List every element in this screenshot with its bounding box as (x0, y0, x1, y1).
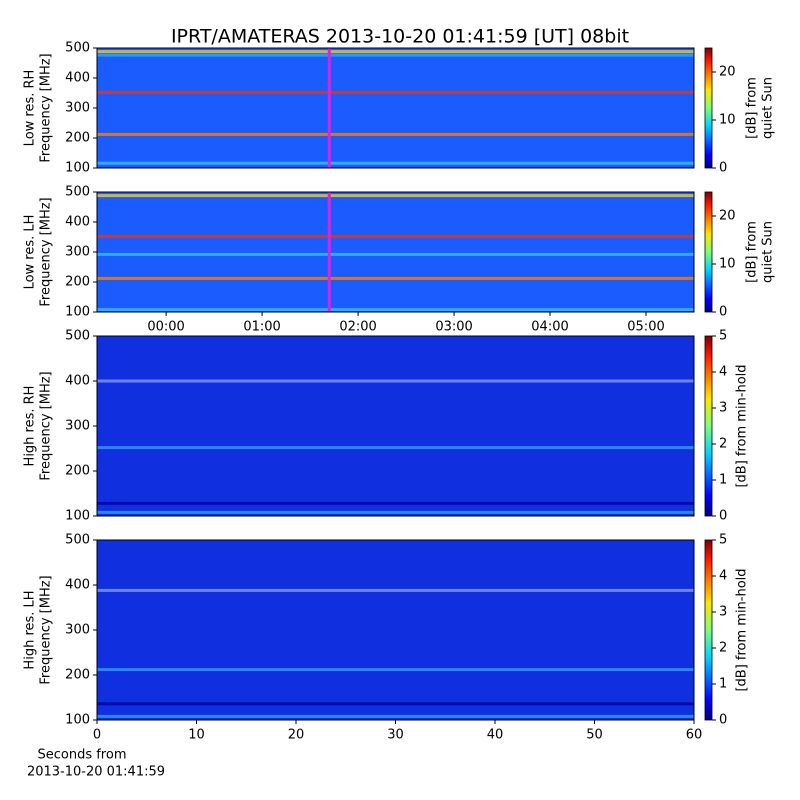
y-axis-label: Frequency [MHz] (39, 575, 54, 684)
x-tick-label: 40 (487, 728, 504, 743)
colorbar-tick-label: 2 (719, 641, 727, 656)
colorbar (704, 539, 713, 721)
y-tick-label: 100 (65, 161, 90, 176)
y-axis-label: Frequency [MHz] (39, 197, 54, 306)
spectrogram-band (97, 446, 694, 450)
y-tick-label: 500 (65, 41, 90, 56)
y-tick-label: 100 (65, 713, 90, 728)
x-tick-label: 01:00 (243, 320, 280, 335)
y-tick-label: 400 (65, 71, 90, 86)
colorbar-label: quiet Sun (761, 221, 776, 283)
y-axis-label: High res. LH (23, 590, 38, 669)
y-tick-label: 300 (65, 245, 90, 260)
y-tick-label: 500 (65, 185, 90, 200)
colorbar-tick-label: 0 (719, 509, 727, 524)
colorbar (704, 335, 713, 517)
y-tick-label: 300 (65, 101, 90, 116)
spectrogram-band (97, 50, 694, 54)
spectrogram (97, 48, 694, 168)
colorbar-label: quiet Sun (761, 77, 776, 139)
colorbar-tick-label: 10 (719, 113, 736, 128)
colorbar-tick-label: 5 (719, 533, 727, 548)
spectrogram-band (97, 379, 694, 383)
x-tick-label: 04:00 (531, 320, 568, 335)
colorbar-label: [dB] from min-hold (735, 364, 750, 487)
spectrogram (97, 336, 694, 516)
y-tick-label: 400 (65, 374, 90, 389)
y-tick-label: 300 (65, 623, 90, 638)
x-axis-label: 2013-10-20 01:41:59 (27, 765, 165, 780)
spectrogram-band (97, 53, 694, 57)
colorbar-tick-label: 3 (719, 605, 727, 620)
spectrogram-band (97, 132, 694, 136)
y-axis-label: Frequency [MHz] (39, 371, 54, 480)
spectrogram-band (97, 588, 694, 592)
colorbar-tick-label: 0 (719, 713, 727, 728)
y-tick-label: 500 (65, 533, 90, 548)
y-tick-label: 200 (65, 464, 90, 479)
y-axis-label: High res. RH (23, 386, 38, 467)
y-tick-label: 300 (65, 419, 90, 434)
x-tick-label: 50 (586, 728, 603, 743)
colorbar-tick-label: 10 (719, 257, 736, 272)
y-tick-label: 400 (65, 578, 90, 593)
spectrogram (97, 192, 694, 312)
y-axis-label: Low res. RH (23, 70, 38, 147)
colorbar-tick-label: 3 (719, 401, 727, 416)
x-tick-label: 00:00 (147, 320, 184, 335)
colorbar-label: [dB] from min-hold (735, 568, 750, 691)
spectrogram-band (97, 194, 694, 198)
x-tick-label: 60 (686, 728, 703, 743)
colorbar-tick-label: 4 (719, 365, 727, 380)
x-tick-label: 20 (288, 728, 305, 743)
x-tick-label: 02:00 (339, 320, 376, 335)
colorbar-label: [dB] from (745, 77, 760, 139)
spectrogram-band (97, 90, 694, 94)
title: IPRT/AMATERAS 2013-10-20 01:41:59 [UT] 0… (171, 26, 629, 48)
colorbar-tick-label: 20 (719, 209, 736, 224)
colorbar (704, 191, 713, 313)
colorbar-label: [dB] from (745, 221, 760, 283)
colorbar-tick-label: 1 (719, 677, 727, 692)
x-axis-label: Seconds from (37, 748, 126, 763)
colorbar-tick-label: 20 (719, 65, 736, 80)
colorbar-tick-label: 1 (719, 473, 727, 488)
colorbar-tick-label: 0 (719, 161, 727, 176)
x-tick-label: 0 (93, 728, 101, 743)
colorbar (704, 47, 713, 169)
spectrogram-band (97, 234, 694, 238)
x-tick-label: 10 (188, 728, 205, 743)
y-axis-label: Low res. LH (23, 215, 38, 290)
y-tick-label: 100 (65, 509, 90, 524)
spectrogram-band (97, 702, 694, 706)
spectrogram-band (97, 501, 694, 505)
y-tick-label: 200 (65, 131, 90, 146)
spectrogram-band (97, 714, 694, 718)
spectrogram-band (97, 161, 694, 165)
y-tick-label: 200 (65, 668, 90, 683)
colorbar-tick-label: 5 (719, 329, 727, 344)
x-tick-label: 30 (387, 728, 404, 743)
y-tick-label: 500 (65, 329, 90, 344)
colorbar-tick-label: 0 (719, 305, 727, 320)
y-tick-label: 100 (65, 305, 90, 320)
x-tick-label: 05:00 (627, 320, 664, 335)
colorbar-tick-label: 4 (719, 569, 727, 584)
spectrogram-band (97, 276, 694, 280)
spectrogram-band (97, 308, 694, 312)
y-tick-label: 200 (65, 275, 90, 290)
y-axis-label: Frequency [MHz] (39, 53, 54, 162)
spectrogram-band (97, 668, 694, 672)
spectrogram (97, 540, 694, 720)
x-tick-label: 03:00 (435, 320, 472, 335)
y-tick-label: 400 (65, 215, 90, 230)
colorbar-tick-label: 2 (719, 437, 727, 452)
spectrogram-band (97, 252, 694, 256)
spectrogram-band (97, 510, 694, 514)
